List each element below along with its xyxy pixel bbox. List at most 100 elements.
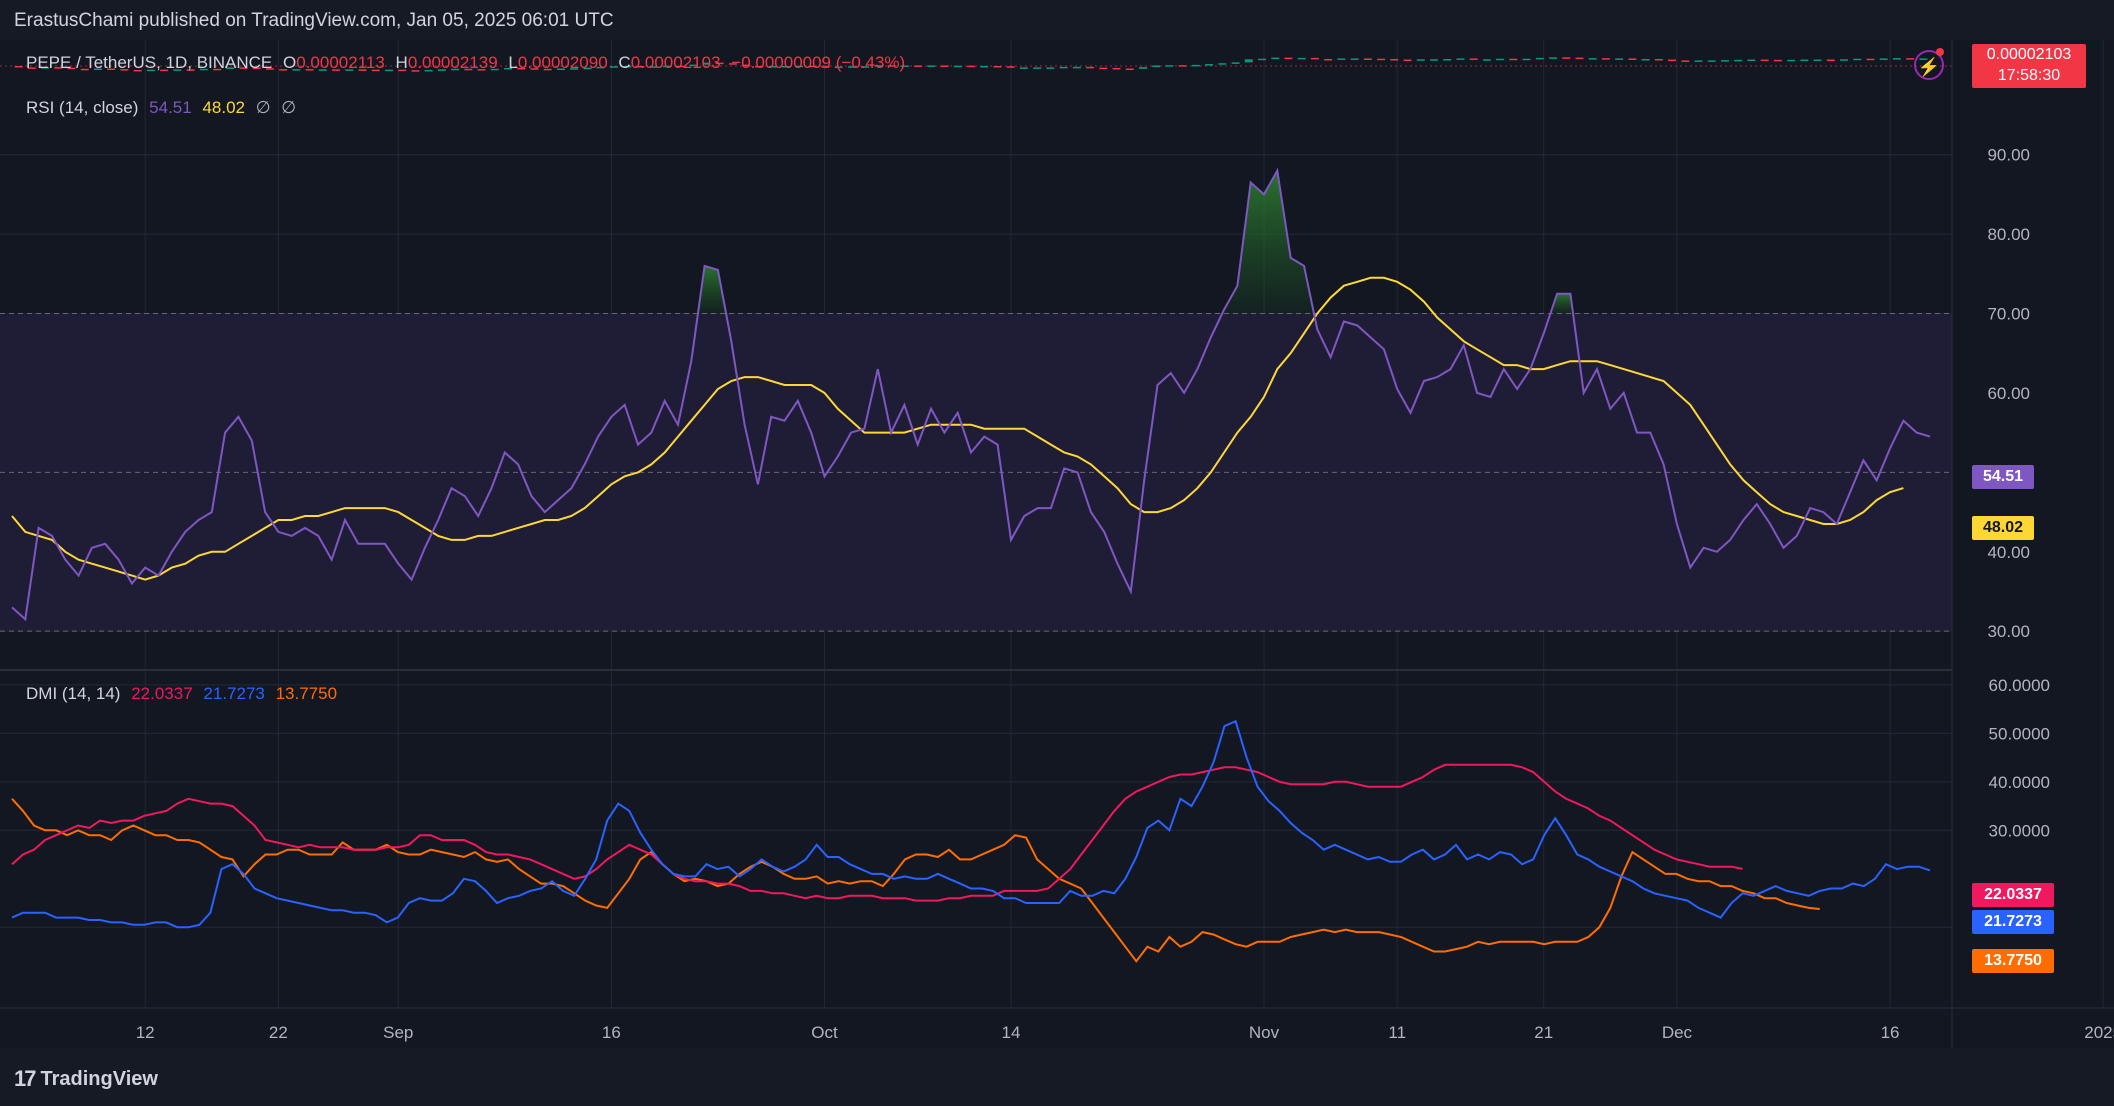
time-axis-label: Dec <box>1662 1023 1693 1042</box>
price-candle <box>252 67 261 70</box>
price-candle <box>146 69 155 72</box>
symbol-legend[interactable]: PEPE / TetherUS, 1D, BINANCE O0.00002113… <box>26 53 911 73</box>
price-candle <box>1456 58 1465 60</box>
price-candle <box>318 69 327 71</box>
price-candle <box>980 66 989 68</box>
price-candle <box>583 67 592 70</box>
price-candle <box>411 70 420 72</box>
minus-di-line <box>11 763 1743 902</box>
minus-di-last-value-tag: 22.0337 <box>1972 882 2054 907</box>
price-candle <box>490 68 499 71</box>
price-candle <box>1112 67 1121 70</box>
rsi-axis-label: 40.00 <box>1987 543 2030 562</box>
price-candle <box>609 66 618 68</box>
rsi-ma-line <box>11 276 1904 581</box>
price-candle <box>1721 60 1729 62</box>
price-candle <box>94 68 102 71</box>
alert-bolt-icon[interactable]: ⚡ <box>1914 50 1944 80</box>
dmi-pane <box>11 719 1931 963</box>
price-candle <box>160 69 169 72</box>
price-candle <box>1549 57 1557 59</box>
dmi-legend[interactable]: DMI (14, 14) 22.0337 21.7273 13.7750 <box>26 684 343 704</box>
rsi-legend[interactable]: RSI (14, close) 54.51 48.02 ∅ ∅ <box>26 98 302 118</box>
tradingview-logo[interactable]: 17 TradingView <box>14 1066 158 1092</box>
price-candle <box>1324 59 1333 61</box>
dmi-legend-value-2: 21.7273 <box>203 684 265 703</box>
price-candle <box>1787 59 1796 62</box>
price-candle <box>1377 58 1386 61</box>
price-candle <box>1390 59 1399 61</box>
price-candle <box>27 67 36 69</box>
price-candle <box>795 65 804 68</box>
time-axis-label: 22 <box>269 1023 288 1042</box>
price-candle <box>570 68 579 70</box>
rsi-axis-label: 80.00 <box>1987 225 2030 244</box>
price-candle <box>1165 65 1174 67</box>
price-candle <box>623 66 632 68</box>
price-candle <box>1403 59 1412 62</box>
time-axis-label: 11 <box>1388 1023 1406 1042</box>
price-candle <box>1826 59 1835 62</box>
notification-dot-icon <box>1936 48 1944 56</box>
symbol-name[interactable]: PEPE / TetherUS, 1D, BINANCE <box>26 53 273 72</box>
rsi-title[interactable]: RSI (14, close) <box>26 98 139 117</box>
price-candle <box>543 68 552 71</box>
price-candle <box>1575 57 1584 60</box>
price-candle <box>213 68 221 71</box>
tradingview-logo-icon: 17 <box>14 1066 37 1091</box>
price-candle <box>1416 59 1425 61</box>
price-candle <box>1059 66 1068 69</box>
price-candle <box>874 65 883 67</box>
rsi-last-value-tag: 54.51 <box>1972 464 2034 489</box>
rsi-axis-label: 30.00 <box>1987 622 2030 641</box>
price-candle <box>702 62 711 65</box>
price-candle <box>1258 58 1266 61</box>
dmi-legend-value-3: 13.7750 <box>275 684 338 703</box>
dmi-axis-label: 30.0000 <box>1989 821 2050 840</box>
time-axis-label: 16 <box>1881 1023 1900 1042</box>
dmi-axis-label: 40.0000 <box>1989 773 2050 792</box>
time-axis-label: 14 <box>1001 1023 1020 1042</box>
price-candle <box>530 68 539 70</box>
price-candle <box>834 66 843 69</box>
rsi-overbought-fill <box>1222 170 1314 314</box>
price-candle <box>424 69 433 72</box>
close-value: 0.00002103 <box>630 53 721 72</box>
price-candle <box>1482 59 1491 61</box>
price-candle <box>689 64 698 67</box>
price-candle <box>1231 62 1240 64</box>
rsi-na-2: ∅ <box>281 98 297 117</box>
dmi-title[interactable]: DMI (14, 14) <box>26 684 121 703</box>
price-candle <box>107 68 116 71</box>
price-candle <box>358 69 367 71</box>
price-candle <box>1271 57 1280 60</box>
price-axis: 90.00 80.00 70.00 60.00 40.00 30.00 60.0000 50.… <box>1987 146 2050 938</box>
price-candle <box>742 64 751 67</box>
price-candle <box>1284 57 1293 60</box>
price-candle <box>900 65 909 67</box>
price-candle <box>292 69 301 71</box>
rsi-pane <box>0 167 1952 632</box>
plus-di-line <box>11 719 1931 929</box>
price-candle <box>1072 66 1081 69</box>
price-candle <box>1813 59 1822 62</box>
price-candle <box>1019 67 1028 69</box>
low-value: 0.00002090 <box>517 53 608 72</box>
chart-canvas[interactable]: 90.00 80.00 70.00 60.00 40.00 30.00 60.0000 50.… <box>0 40 2114 1048</box>
price-candle <box>186 69 195 71</box>
price-candle <box>808 65 817 68</box>
rsi-na-1: ∅ <box>255 98 271 117</box>
change-value: −0.00000009 (−0.43%) <box>731 53 906 72</box>
price-candle <box>1469 58 1478 60</box>
price-candle <box>1046 67 1055 69</box>
price-candle <box>226 67 235 70</box>
price-candle <box>1747 59 1756 62</box>
price-candle <box>451 68 460 71</box>
price-candle <box>133 69 142 72</box>
price-candle <box>821 66 830 68</box>
price-candle <box>1641 59 1650 61</box>
price-candle <box>332 69 341 71</box>
high-value: 0.00002139 <box>407 53 498 72</box>
price-candle <box>398 69 407 72</box>
rsi-axis-label: 60.00 <box>1987 384 2030 403</box>
